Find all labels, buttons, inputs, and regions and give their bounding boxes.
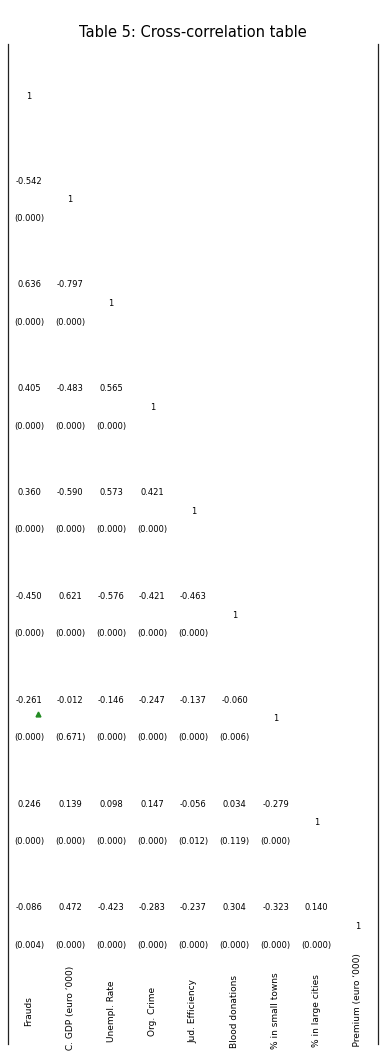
Text: (0.000): (0.000) [14,526,44,535]
Text: (0.671): (0.671) [55,734,85,742]
Text: 1: 1 [150,403,155,412]
Text: 0.405: 0.405 [17,385,41,393]
Text: (0.000): (0.000) [14,421,44,431]
Text: 1: 1 [26,91,32,101]
Text: 0.565: 0.565 [99,385,123,393]
Text: (0.000): (0.000) [178,941,208,950]
Text: -0.797: -0.797 [57,281,83,289]
Text: -0.060: -0.060 [221,696,248,705]
Text: P.C. GDP (euro ‘000): P.C. GDP (euro ‘000) [66,966,74,1051]
Text: (0.000): (0.000) [96,941,126,950]
Text: 1: 1 [355,922,361,931]
Text: Frauds: Frauds [25,996,34,1026]
Text: (0.000): (0.000) [14,630,44,638]
Text: Org. Crime: Org. Crime [148,987,157,1035]
Text: (0.012): (0.012) [178,837,208,846]
Text: (0.119): (0.119) [219,837,249,846]
Text: (0.000): (0.000) [55,317,85,327]
Text: (0.000): (0.000) [14,734,44,742]
Text: (0.000): (0.000) [301,941,332,950]
Text: % in small towns: % in small towns [271,973,280,1049]
Text: -0.421: -0.421 [139,592,166,601]
Text: -0.279: -0.279 [262,800,289,808]
Text: (0.000): (0.000) [137,526,168,535]
Text: (0.000): (0.000) [55,421,85,431]
Text: (0.006): (0.006) [219,734,250,742]
Text: 0.573: 0.573 [99,488,123,497]
Text: -0.450: -0.450 [16,592,42,601]
Text: (0.000): (0.000) [55,941,85,950]
Text: (0.000): (0.000) [96,734,126,742]
Text: Blood donations: Blood donations [230,974,239,1048]
Text: (0.000): (0.000) [55,630,85,638]
Text: -0.542: -0.542 [16,177,42,186]
Text: Table 5: Cross-correlation table: Table 5: Cross-correlation table [79,25,307,40]
Text: -0.590: -0.590 [57,488,83,497]
Text: (0.000): (0.000) [55,837,85,846]
Text: 0.034: 0.034 [223,800,246,808]
Text: -0.247: -0.247 [139,696,166,705]
Text: Jud. Efficiency: Jud. Efficiency [189,980,198,1043]
Text: -0.137: -0.137 [180,696,207,705]
Text: 0.304: 0.304 [223,904,246,912]
Text: 0.140: 0.140 [305,904,328,912]
Text: 1: 1 [232,611,237,620]
Text: -0.146: -0.146 [98,696,125,705]
Text: -0.261: -0.261 [16,696,42,705]
Text: -0.576: -0.576 [98,592,125,601]
Text: (0.000): (0.000) [137,837,168,846]
Text: 1: 1 [68,195,73,204]
Text: 0.147: 0.147 [141,800,164,808]
Text: -0.463: -0.463 [180,592,207,601]
Text: Avg. Premium (euro ‘000): Avg. Premium (euro ‘000) [353,953,362,1051]
Text: (0.000): (0.000) [14,317,44,327]
Text: -0.323: -0.323 [262,904,289,912]
Text: 0.360: 0.360 [17,488,41,497]
Text: (0.000): (0.000) [219,941,249,950]
Text: (0.000): (0.000) [261,941,291,950]
Text: 1: 1 [108,300,114,308]
Text: 1: 1 [191,507,196,516]
Text: 1: 1 [273,715,278,723]
Text: -0.086: -0.086 [15,904,42,912]
Text: -0.283: -0.283 [139,904,166,912]
Text: (0.000): (0.000) [96,421,126,431]
Text: -0.056: -0.056 [180,800,207,808]
Text: (0.000): (0.000) [137,941,168,950]
Text: 0.139: 0.139 [58,800,82,808]
Text: 0.621: 0.621 [58,592,82,601]
Text: -0.012: -0.012 [57,696,83,705]
Text: 1: 1 [314,819,319,827]
Text: (0.000): (0.000) [178,630,208,638]
Text: (0.000): (0.000) [137,630,168,638]
Text: (0.000): (0.000) [55,526,85,535]
Text: (0.004): (0.004) [14,941,44,950]
Text: -0.483: -0.483 [57,385,83,393]
Text: (0.000): (0.000) [137,734,168,742]
Text: (0.000): (0.000) [96,526,126,535]
Text: (0.000): (0.000) [178,734,208,742]
Text: -0.423: -0.423 [98,904,125,912]
Text: 0.472: 0.472 [58,904,82,912]
Text: 0.246: 0.246 [17,800,41,808]
Text: Unempl. Rate: Unempl. Rate [107,981,116,1042]
Text: (0.000): (0.000) [261,837,291,846]
Text: % in large cities: % in large cities [312,974,321,1048]
Text: 0.098: 0.098 [99,800,123,808]
Text: 0.636: 0.636 [17,281,41,289]
Text: (0.000): (0.000) [14,837,44,846]
Text: -0.237: -0.237 [180,904,207,912]
Text: (0.000): (0.000) [96,837,126,846]
Text: (0.000): (0.000) [14,214,44,223]
Text: 0.421: 0.421 [141,488,164,497]
Text: (0.000): (0.000) [96,630,126,638]
